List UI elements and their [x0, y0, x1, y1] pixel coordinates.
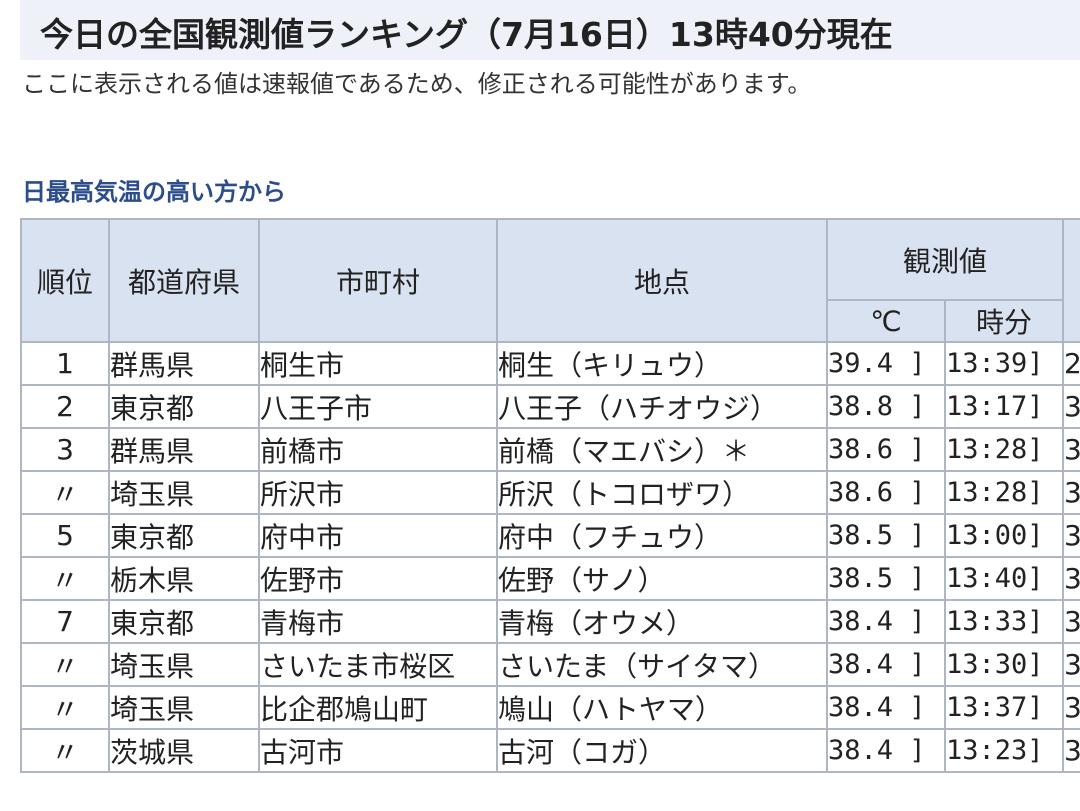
temperature-cell: 38.4 ] — [826, 599, 946, 644]
time-cell: 13:23] — [943, 728, 1065, 773]
city-cell: 佐野市 — [258, 556, 498, 601]
temperature-cell: 38.6 ] — [826, 427, 946, 472]
temperature-cell: 38.5 ] — [826, 556, 946, 601]
header-observed: 観測値 — [825, 218, 1065, 301]
temperature-cell: 38.6 ] — [826, 470, 946, 515]
temperature-cell: 38.4 ] — [826, 728, 946, 773]
temperature-cell: 39.4 ] — [826, 341, 946, 386]
rank-cell: 〃 — [20, 685, 110, 730]
time-cell: 13:00] — [943, 513, 1065, 558]
extra-cell: 3 — [1062, 470, 1080, 515]
station-cell: 桐生（キリュウ） — [496, 341, 828, 386]
station-cell: 青梅（オウメ） — [496, 599, 828, 644]
city-cell: 府中市 — [258, 513, 498, 558]
time-cell: 13:28] — [943, 470, 1065, 515]
time-cell: 13:17] — [943, 384, 1065, 429]
prefecture-cell: 茨城県 — [108, 728, 260, 773]
extra-cell: 3 — [1062, 642, 1080, 687]
station-cell: 前橋（マエバシ）＊ — [496, 427, 828, 472]
rank-cell: 〃 — [20, 728, 110, 773]
time-cell: 13:30] — [943, 642, 1065, 687]
temperature-cell: 38.5 ] — [826, 513, 946, 558]
extra-cell: 3 — [1062, 685, 1080, 730]
city-cell: 古河市 — [258, 728, 498, 773]
rank-cell: 3 — [20, 427, 110, 472]
prefecture-cell: 群馬県 — [108, 427, 260, 472]
city-cell: 八王子市 — [258, 384, 498, 429]
rank-cell: 2 — [20, 384, 110, 429]
rank-cell: 7 — [20, 599, 110, 644]
station-cell: 府中（フチュウ） — [496, 513, 828, 558]
prefecture-cell: 東京都 — [108, 384, 260, 429]
station-cell: 所沢（トコロザワ） — [496, 470, 828, 515]
extra-cell: 2 — [1062, 341, 1080, 386]
prefecture-cell: 東京都 — [108, 513, 260, 558]
preliminary-notice: ここに表示される値は速報値であるため、修正される可能性があります。 — [22, 70, 812, 98]
prefecture-cell: 埼玉県 — [108, 642, 260, 687]
temperature-cell: 38.4 ] — [826, 642, 946, 687]
time-cell: 13:40] — [943, 556, 1065, 601]
extra-cell: 3 — [1062, 556, 1080, 601]
temperature-cell: 38.4 ] — [826, 685, 946, 730]
header-station: 地点 — [496, 218, 828, 343]
temperature-cell: 38.8 ] — [826, 384, 946, 429]
prefecture-cell: 栃木県 — [108, 556, 260, 601]
extra-cell: 3 — [1062, 513, 1080, 558]
city-cell: 桐生市 — [258, 341, 498, 386]
city-cell: 所沢市 — [258, 470, 498, 515]
city-cell: さいたま市桜区 — [258, 642, 498, 687]
station-cell: 古河（コガ） — [496, 728, 828, 773]
station-cell: 佐野（サノ） — [496, 556, 828, 601]
title-bar — [20, 0, 1080, 60]
header-prefecture: 都道府県 — [108, 218, 260, 343]
extra-cell: 3 — [1062, 599, 1080, 644]
header-time: 時分 — [943, 299, 1065, 343]
city-cell: 青梅市 — [258, 599, 498, 644]
header-rank: 順位 — [20, 218, 110, 343]
section-heading: 日最高気温の高い方から — [22, 178, 286, 206]
header-celsius: ℃ — [826, 299, 946, 343]
rank-cell: 5 — [20, 513, 110, 558]
rank-cell: 1 — [20, 341, 110, 386]
time-cell: 13:39] — [943, 341, 1065, 386]
station-cell: 八王子（ハチオウジ） — [496, 384, 828, 429]
header-subrow: ℃ 時分 — [21, 299, 1080, 343]
extra-cell: 3 — [1062, 384, 1080, 429]
prefecture-cell: 東京都 — [108, 599, 260, 644]
prefecture-cell: 埼玉県 — [108, 685, 260, 730]
rank-cell: 〃 — [20, 556, 110, 601]
station-cell: さいたま（サイタマ） — [496, 642, 828, 687]
rank-cell: 〃 — [20, 470, 110, 515]
time-cell: 13:33] — [943, 599, 1065, 644]
prefecture-cell: 埼玉県 — [108, 470, 260, 515]
header-city: 市町村 — [258, 218, 498, 343]
header-extra — [1062, 218, 1080, 343]
extra-cell: 3 — [1062, 728, 1080, 773]
page-title: 今日の全国観測値ランキング（7月16日）13時40分現在 — [40, 15, 893, 54]
ranking-table-container[interactable]: 順位 都道府県 市町村 地点 観測値 ℃ 時分 1 群馬県 桐生市 桐生（キリュウ） 3… — [20, 218, 1080, 778]
header-row: 順位 都道府県 市町村 地点 観測値 — [20, 218, 1080, 343]
city-cell: 比企郡鳩山町 — [258, 685, 498, 730]
rank-cell: 〃 — [20, 642, 110, 687]
time-cell: 13:37] — [943, 685, 1065, 730]
ranking-table: 順位 都道府県 市町村 地点 観測値 ℃ 時分 1 群馬県 桐生市 桐生（キリュウ） 3… — [20, 218, 1080, 773]
extra-cell: 3 — [1062, 427, 1080, 472]
prefecture-cell: 群馬県 — [108, 341, 260, 386]
time-cell: 13:28] — [943, 427, 1065, 472]
station-cell: 鳩山（ハトヤマ） — [496, 685, 828, 730]
city-cell: 前橋市 — [258, 427, 498, 472]
